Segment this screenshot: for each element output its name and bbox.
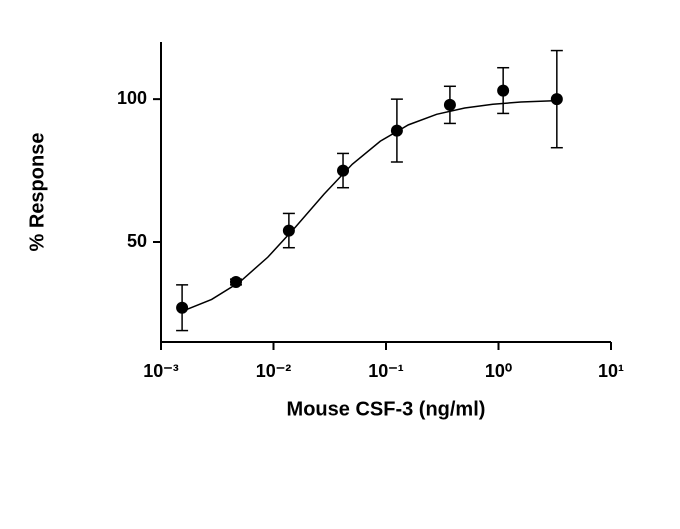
point xyxy=(337,164,350,177)
point xyxy=(443,98,456,111)
point xyxy=(390,124,403,137)
point xyxy=(497,84,510,97)
x-tick-label: 10⁻³ xyxy=(143,361,179,381)
x-tick-label: 10¹ xyxy=(598,361,624,381)
point xyxy=(229,276,242,288)
y-tick-label: 100 xyxy=(117,88,147,108)
point xyxy=(282,224,295,237)
y-axis-label: % Response xyxy=(26,133,48,252)
y-tick-label: 50 xyxy=(127,231,147,251)
fit-curve xyxy=(183,99,558,312)
x-tick-label: 10⁻² xyxy=(256,361,292,381)
point xyxy=(550,93,563,106)
x-tick-label: 10⁰ xyxy=(485,361,512,381)
x-tick-label: 10⁻¹ xyxy=(368,361,404,381)
point xyxy=(176,301,189,314)
x-axis-label: Mouse CSF-3 (ng/ml) xyxy=(287,398,486,420)
